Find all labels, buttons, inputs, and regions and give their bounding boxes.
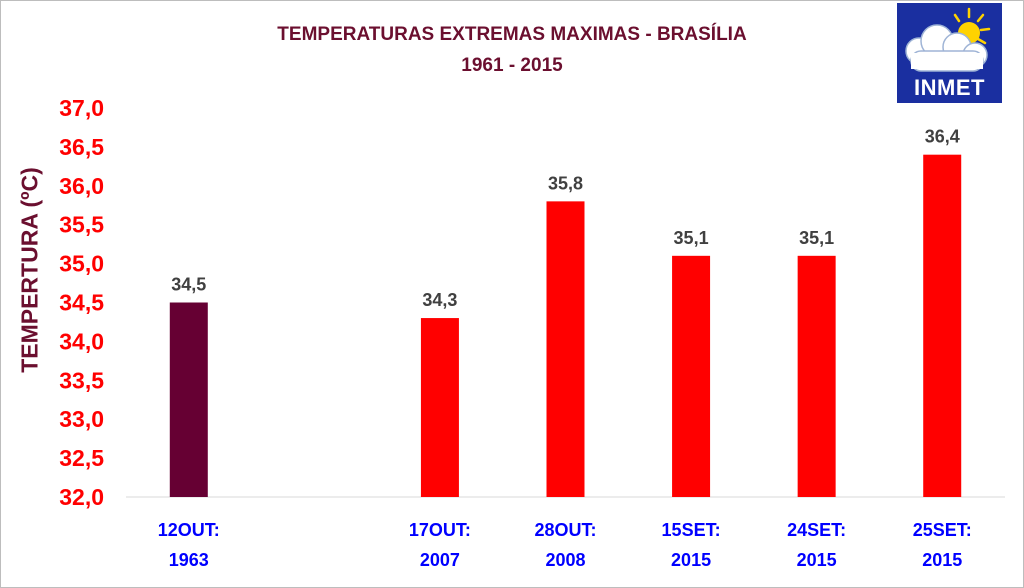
data-label: 35,8 <box>548 173 583 193</box>
x-tick-label: 15SET: <box>662 520 721 540</box>
y-tick-label: 33,0 <box>59 406 104 432</box>
x-tick-label: 2015 <box>797 550 837 570</box>
bar <box>169 302 208 497</box>
data-label: 36,4 <box>925 127 960 147</box>
data-label: 34,3 <box>422 290 457 310</box>
y-tick-label: 36,5 <box>59 134 104 160</box>
y-tick-label: 36,0 <box>59 173 104 199</box>
y-tick-label: 33,5 <box>59 367 104 393</box>
x-tick-label: 17OUT: <box>409 520 471 540</box>
x-tick-label: 2007 <box>420 550 460 570</box>
data-label: 34,5 <box>171 275 206 295</box>
x-tick-label: 2015 <box>922 550 962 570</box>
inmet-logo: INMET <box>897 3 1002 103</box>
x-tick-label: 12OUT: <box>158 520 220 540</box>
data-label: 35,1 <box>674 228 709 248</box>
sun-cloud-icon <box>897 3 1002 103</box>
bar <box>797 255 836 497</box>
x-tick-label: 2015 <box>671 550 711 570</box>
y-tick-label: 32,5 <box>59 445 104 471</box>
logo-label: INMET <box>914 75 985 100</box>
y-tick-label: 34,0 <box>59 328 104 354</box>
y-tick-label: 34,5 <box>59 290 104 316</box>
chart-subtitle: 1961 - 2015 <box>461 55 563 76</box>
y-tick-label: 35,0 <box>59 251 104 277</box>
bar <box>546 201 585 498</box>
y-tick-label: 32,0 <box>59 484 104 510</box>
x-tick-label: 24SET: <box>787 520 846 540</box>
x-tick-label: 1963 <box>169 550 209 570</box>
bar <box>672 255 711 497</box>
bar <box>923 154 962 497</box>
x-tick-label: 28OUT: <box>534 520 596 540</box>
y-tick-label: 37,0 <box>59 95 104 121</box>
chart-title: TEMPERATURAS EXTREMAS MAXIMAS - BRASÍLIA <box>277 24 747 45</box>
data-label: 35,1 <box>799 228 834 248</box>
bar <box>420 318 459 497</box>
x-tick-label: 25SET: <box>913 520 972 540</box>
y-tick-label: 35,5 <box>59 212 104 238</box>
x-tick-label: 2008 <box>545 550 585 570</box>
